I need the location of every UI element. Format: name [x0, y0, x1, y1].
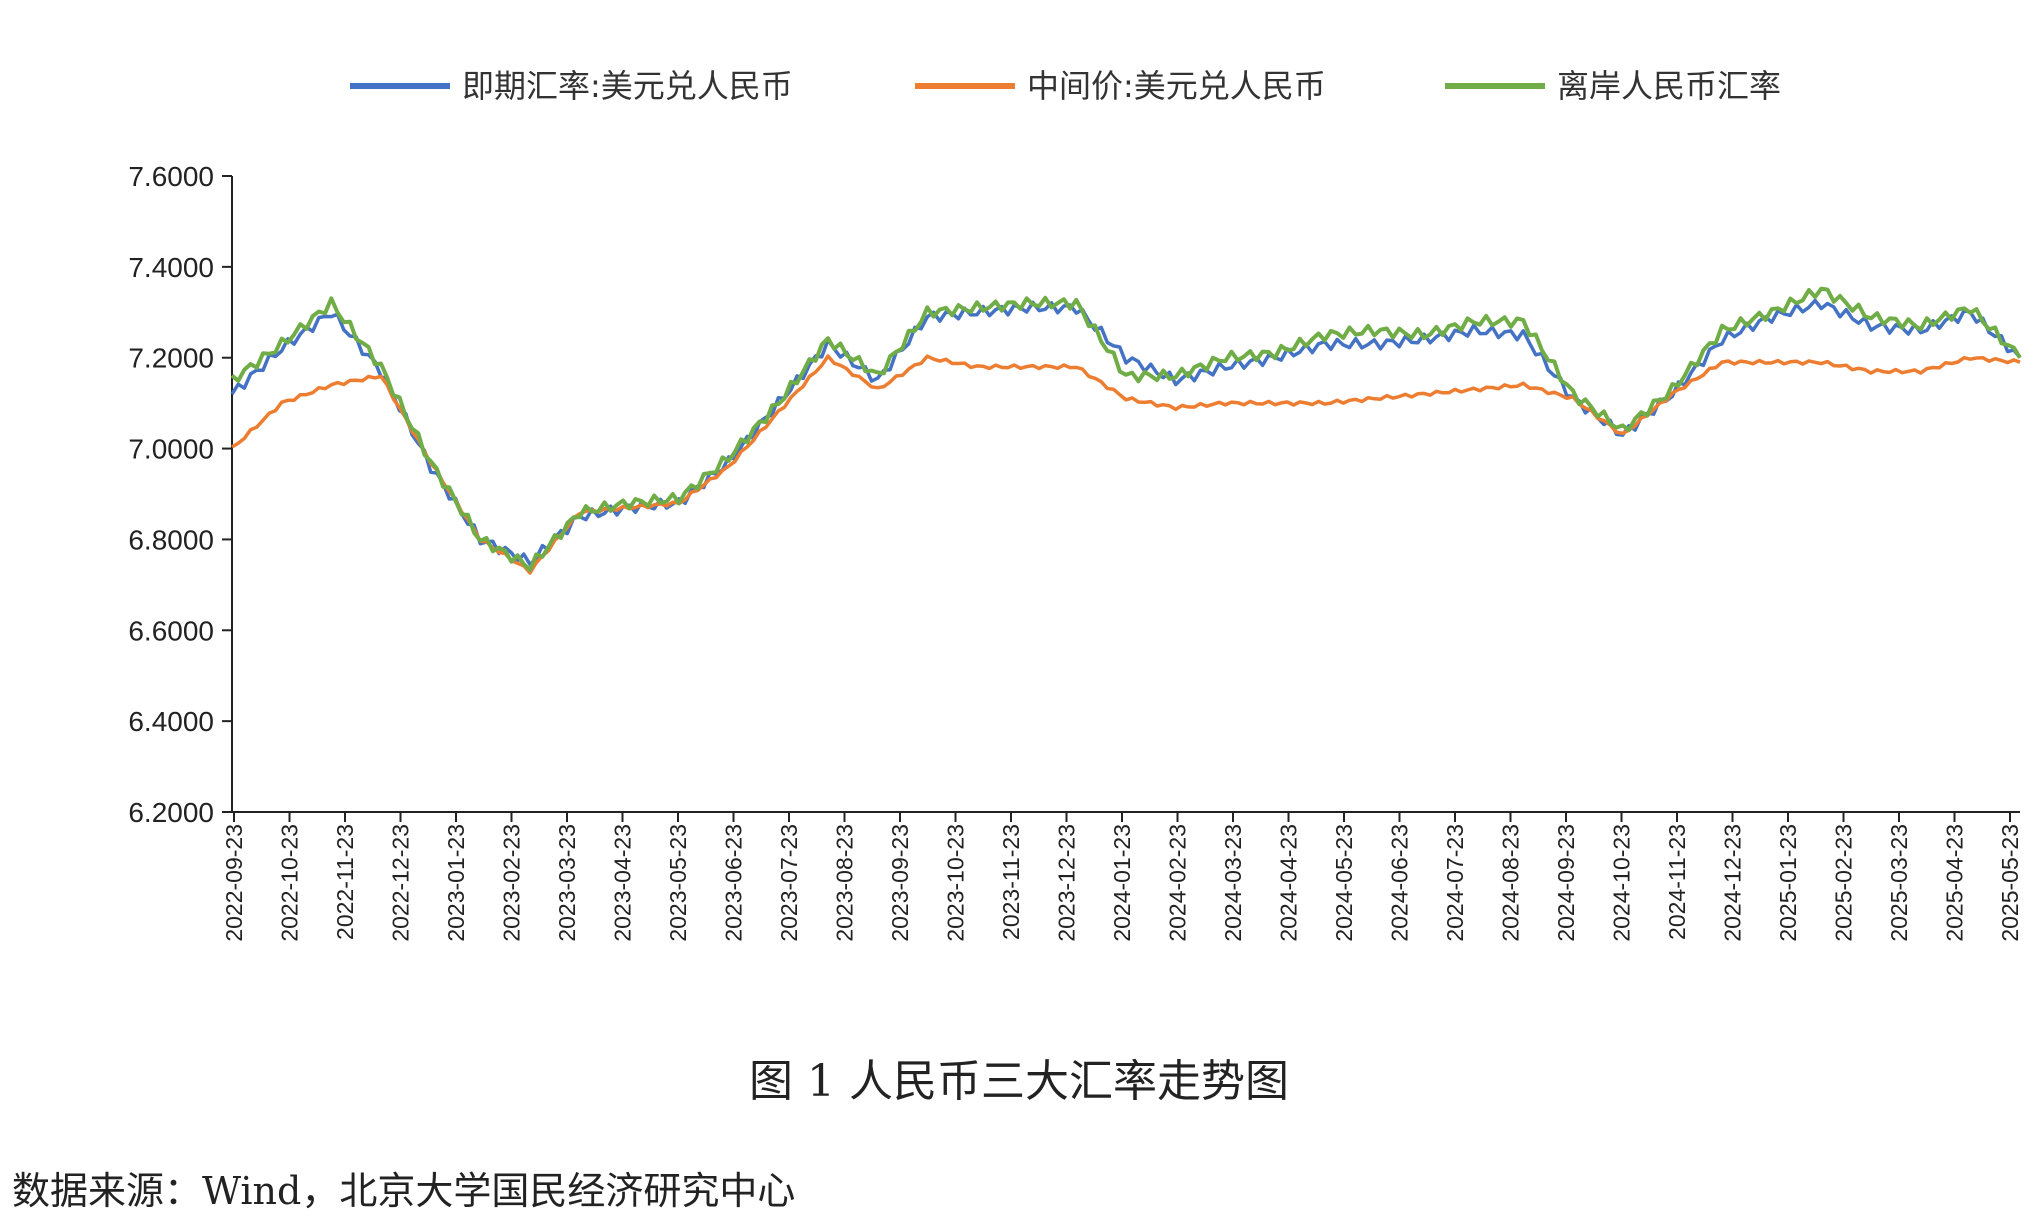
x-tick-label: 2025-05-23: [1997, 824, 2023, 942]
x-tick-label: 2023-05-23: [665, 824, 691, 942]
x-tick-label: 2024-11-23: [1664, 824, 1690, 940]
exchange-rate-line-chart: 即期汇率:美元兑人民币 中间价:美元兑人民币 离岸人民币汇率 7.6000 7.400…: [128, 67, 2023, 942]
y-axis-ticks: 7.6000 7.4000 7.2000 7.0000 6.8000 6.6000 6.40…: [128, 161, 232, 828]
x-tick-label: 2023-07-23: [776, 824, 802, 942]
x-tick-label: 2025-01-23: [1775, 824, 1801, 942]
series-line: [230, 298, 2022, 567]
legend-entry: 中间价:美元兑人民币: [1027, 67, 1326, 105]
x-tick-label: 2023-02-23: [499, 824, 525, 942]
y-tick-label: 7.6000: [128, 161, 214, 192]
x-tick-label: 2025-04-23: [1942, 824, 1968, 942]
x-tick-label: 2023-10-23: [943, 824, 969, 942]
x-tick-label: 2022-11-23: [332, 824, 358, 940]
x-tick-label: 2023-04-23: [610, 824, 636, 942]
y-tick-label: 6.4000: [128, 706, 214, 737]
x-tick-label: 2024-06-23: [1387, 824, 1413, 942]
x-tick-label: 2023-11-23: [998, 824, 1024, 940]
y-tick-label: 6.2000: [128, 797, 214, 828]
x-tick-label: 2025-03-23: [1886, 824, 1912, 942]
x-tick-label: 2023-01-23: [443, 824, 469, 942]
x-axis-ticks: 2022-09-23 2022-10-23 2022-11-23 2022-12-23…: [221, 812, 2023, 942]
x-tick-label: 2024-03-23: [1220, 824, 1246, 942]
y-tick-label: 7.0000: [128, 434, 214, 465]
x-tick-label: 2024-09-23: [1553, 824, 1579, 942]
x-tick-label: 2024-07-23: [1442, 824, 1468, 942]
y-tick-label: 6.6000: [128, 615, 214, 646]
chart-axes: [231, 176, 2020, 813]
legend-entry: 即期汇率:美元兑人民币: [462, 67, 793, 105]
series-line: [230, 286, 2022, 573]
x-tick-label: 2024-05-23: [1331, 824, 1357, 942]
x-tick-label: 2022-12-23: [388, 824, 414, 942]
x-tick-label: 2024-04-23: [1276, 824, 1302, 942]
chart-series: [230, 286, 2022, 575]
x-tick-label: 2024-01-23: [1109, 824, 1135, 942]
x-tick-label: 2023-06-23: [721, 824, 747, 942]
x-tick-label: 2024-02-23: [1165, 824, 1191, 942]
x-tick-label: 2023-08-23: [832, 824, 858, 942]
series-line: [231, 354, 2021, 575]
chart-caption: 图 1 人民币三大汇率走势图: [749, 1056, 1289, 1107]
x-tick-label: 2022-09-23: [221, 824, 247, 942]
x-tick-label: 2023-09-23: [887, 824, 913, 942]
y-tick-label: 7.4000: [128, 252, 214, 283]
legend-entry: 离岸人民币汇率: [1557, 67, 1781, 105]
x-tick-label: 2025-02-23: [1831, 824, 1857, 942]
x-tick-label: 2024-10-23: [1609, 824, 1635, 942]
x-tick-label: 2023-03-23: [554, 824, 580, 942]
data-source-note: 数据来源：Wind，北京大学国民经济研究中心: [12, 1169, 796, 1213]
x-tick-label: 2024-08-23: [1498, 824, 1524, 942]
chart-legend: 即期汇率:美元兑人民币 中间价:美元兑人民币 离岸人民币汇率: [350, 67, 1781, 105]
x-tick-label: 2024-12-23: [1720, 824, 1746, 942]
y-tick-label: 7.2000: [128, 343, 214, 374]
x-tick-label: 2023-12-23: [1054, 824, 1080, 942]
y-tick-label: 6.8000: [128, 524, 214, 555]
x-tick-label: 2022-10-23: [277, 824, 303, 942]
